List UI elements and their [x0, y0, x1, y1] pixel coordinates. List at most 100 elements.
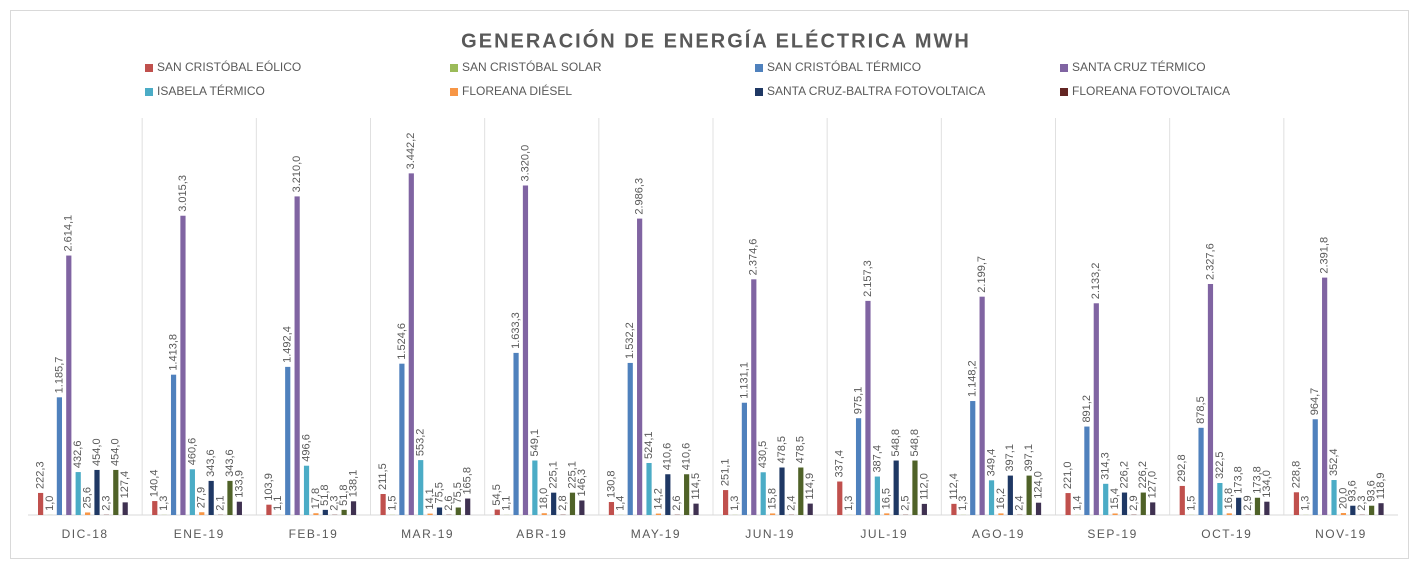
legend-label: SANTA CRUZ-BALTRA FOTOVOLTAICA [767, 84, 985, 98]
value-label: 93,6 [1347, 480, 1359, 501]
bar [522, 185, 529, 516]
bar [893, 460, 899, 515]
bar [189, 469, 195, 515]
value-label: 1,5 [1186, 496, 1198, 511]
value-label: 387,4 [871, 445, 883, 473]
bar [874, 476, 880, 515]
legend-label: ISABELA TÉRMICO [157, 83, 265, 98]
value-label: 2,3 [329, 495, 341, 510]
bar [1254, 497, 1261, 515]
value-label: 454,0 [91, 438, 103, 466]
legend-swatch [145, 88, 153, 96]
x-tick-label: DIC-18 [62, 527, 109, 541]
value-label: 251,1 [720, 459, 732, 487]
bar [341, 509, 347, 515]
bar [855, 418, 862, 515]
bar [285, 366, 291, 515]
value-label: 478,5 [795, 436, 807, 464]
value-label: 54,5 [491, 484, 503, 505]
value-label: 2.986,3 [634, 178, 646, 215]
value-label: 496,6 [300, 434, 312, 462]
value-label: 14,2 [652, 488, 664, 509]
value-label: 226,2 [1137, 461, 1149, 489]
bar [655, 513, 662, 515]
bar [865, 300, 871, 515]
bar [75, 472, 81, 515]
value-label: 18,0 [538, 488, 550, 509]
value-label: 173,8 [1233, 466, 1245, 494]
value-label: 549,1 [529, 429, 541, 457]
bar [723, 490, 729, 515]
bar [988, 480, 995, 515]
value-label: 3.442,2 [405, 133, 417, 170]
bar [152, 501, 158, 515]
bar [921, 503, 927, 515]
x-tick-label: MAR-19 [401, 527, 454, 541]
value-label: 1.524,6 [396, 323, 408, 360]
value-label: 460,6 [186, 438, 198, 466]
bar [436, 507, 443, 515]
bar [979, 296, 985, 515]
value-label: 548,8 [890, 429, 902, 457]
value-label: 2,4 [785, 495, 797, 510]
bar [303, 465, 310, 515]
value-label: 410,6 [681, 443, 693, 471]
value-label: 2,3 [1356, 495, 1368, 510]
bar [1007, 475, 1013, 515]
bar [236, 501, 242, 515]
bar [807, 503, 813, 515]
value-label: 112,0 [918, 473, 930, 500]
value-label: 2.614,1 [63, 215, 75, 252]
bar [998, 513, 1004, 515]
bar [427, 513, 433, 515]
value-label: 454,0 [110, 438, 122, 466]
value-label: 15,4 [1109, 488, 1121, 509]
legend-label: SAN CRISTÓBAL SOLAR [462, 59, 602, 74]
value-label: 225,1 [548, 461, 560, 489]
value-label: 2.199,7 [976, 256, 988, 293]
bar [637, 218, 643, 515]
bar [113, 469, 119, 515]
bar [350, 501, 357, 515]
value-label: 292,8 [1176, 454, 1188, 482]
bar [1369, 505, 1375, 515]
bar [208, 480, 214, 515]
value-label: 2,6 [443, 495, 455, 510]
value-label: 2,1 [214, 495, 226, 510]
legend-label: SAN CRISTÓBAL EÓLICO [157, 59, 301, 74]
value-label: 1.492,4 [282, 326, 294, 363]
value-label: 130,8 [605, 470, 617, 498]
value-label: 1.148,2 [967, 360, 979, 397]
bar [608, 502, 615, 515]
bar [180, 215, 186, 515]
value-label: 337,4 [834, 450, 846, 478]
bar [122, 502, 128, 515]
value-label: 221,0 [1062, 462, 1074, 490]
bar [94, 469, 100, 515]
bar [494, 509, 500, 515]
bar [1340, 513, 1347, 515]
bar [1103, 483, 1109, 515]
value-label: 103,9 [263, 473, 275, 501]
bar [798, 467, 804, 515]
value-label: 2,5 [899, 495, 911, 510]
value-label: 1.633,3 [510, 312, 522, 349]
value-label: 314,3 [1100, 452, 1112, 480]
value-label: 225,1 [566, 461, 578, 489]
bar [951, 503, 957, 515]
legend-swatch [450, 88, 458, 96]
value-label: 524,1 [643, 431, 655, 459]
value-label: 1,4 [1071, 496, 1083, 511]
legend-label: SANTA CRUZ TÉRMICO [1072, 59, 1206, 74]
value-label: 20,0 [1337, 488, 1349, 509]
x-tick-label: ENE-19 [174, 527, 225, 541]
legend-label: FLOREANA FOTOVOLTAICA [1072, 84, 1230, 98]
bar [313, 513, 319, 515]
bar [170, 374, 177, 515]
value-label: 975,1 [852, 387, 864, 415]
value-label: 2,4 [1014, 495, 1026, 510]
bar [760, 472, 766, 515]
value-label: 1,1 [272, 496, 284, 511]
bar [399, 363, 405, 515]
